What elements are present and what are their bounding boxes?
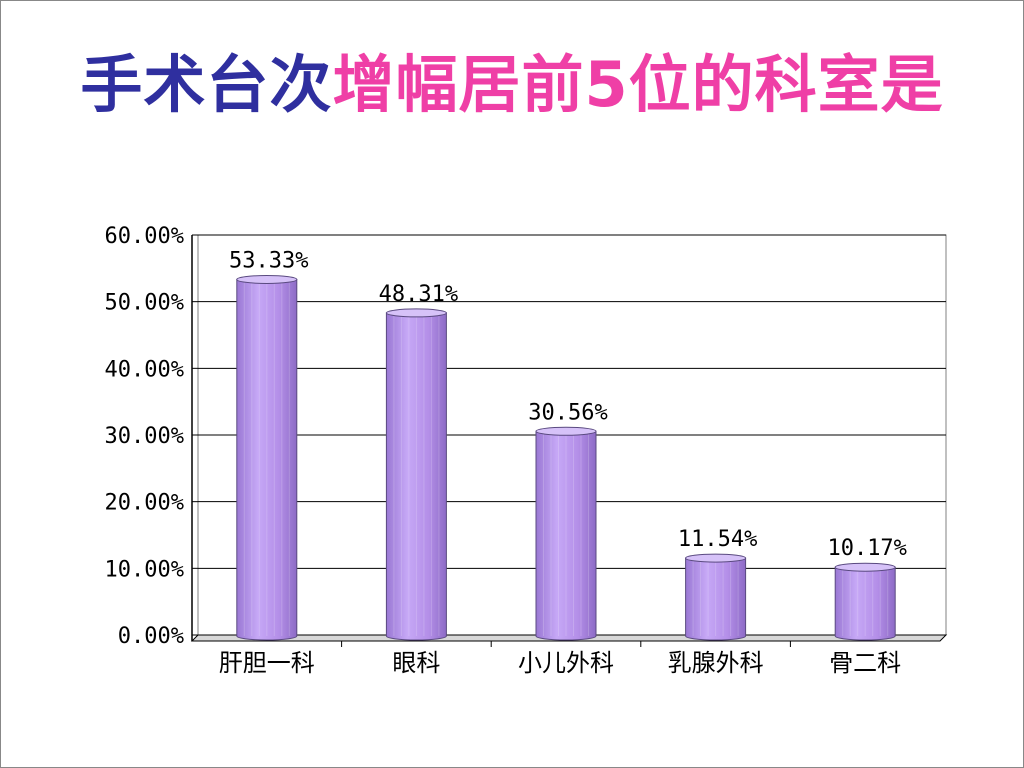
x-category-label: 眼科 [392, 649, 440, 677]
bar-top [685, 553, 747, 563]
bar-body [236, 278, 298, 641]
title-part-1: 手术台次 [80, 48, 333, 121]
x-category-label: 肝胆一科 [219, 649, 315, 677]
y-tick-label: 10.00% [105, 557, 184, 582]
y-tick-label: 30.00% [105, 424, 184, 449]
data-label: 53.33% [229, 248, 308, 273]
bar [834, 562, 896, 641]
bar [236, 274, 298, 641]
bar-top [236, 274, 298, 284]
title-part-2: 增幅居前5位的科室是 [332, 48, 944, 121]
y-tick-label: 60.00% [105, 224, 184, 249]
y-tick-label: 20.00% [105, 491, 184, 516]
bar [685, 553, 747, 641]
bar [535, 426, 597, 641]
bar-body [685, 557, 747, 641]
bar-top [385, 308, 447, 318]
x-category-label: 小儿外科 [518, 649, 614, 677]
bar-body [834, 566, 896, 641]
bar [385, 308, 447, 641]
y-tick-label: 40.00% [105, 357, 184, 382]
slide-title: 手术台次增幅居前5位的科室是 [41, 45, 983, 125]
x-category-label: 骨二科 [829, 649, 901, 677]
data-label: 30.56% [528, 400, 607, 425]
bar-top [535, 426, 597, 436]
bar-body [385, 312, 447, 641]
x-category-label: 乳腺外科 [668, 649, 764, 677]
bar-body [535, 430, 597, 641]
data-label: 10.17% [827, 536, 906, 561]
data-label: 48.31% [379, 282, 458, 307]
y-tick-label: 0.00% [118, 624, 184, 649]
data-label: 11.54% [678, 527, 757, 552]
bar-top [834, 562, 896, 572]
y-tick-label: 50.00% [105, 291, 184, 316]
